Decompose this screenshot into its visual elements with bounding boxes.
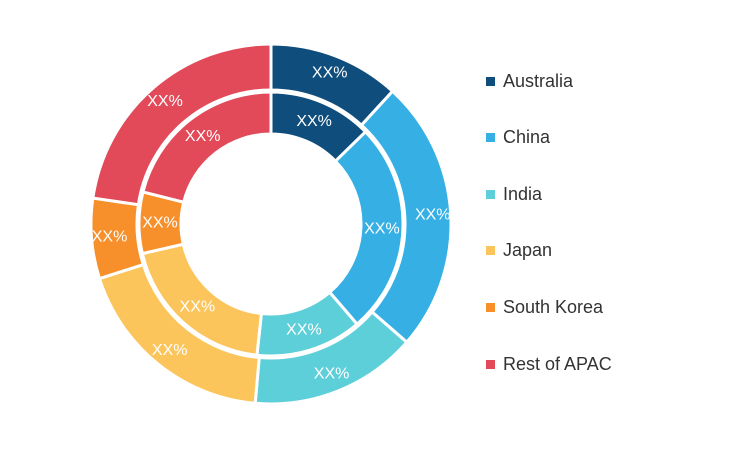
legend-item-japan: Japan	[486, 240, 552, 262]
outer-data-label-japan: XX%	[152, 342, 188, 359]
inner-data-label-india: XX%	[286, 321, 322, 338]
inner-slice-rest-of-apac	[141, 90, 273, 204]
legend-swatch-south-korea	[486, 302, 495, 312]
outer-data-label-rest-of-apac: XX%	[147, 93, 183, 110]
legend-label-south-korea: South Korea	[503, 296, 604, 317]
outer-slice-rest-of-apac	[91, 42, 273, 207]
legend-item-south-korea: South Korea	[486, 296, 603, 318]
legend-swatch-india	[486, 189, 495, 199]
outer-data-label-china: XX%	[415, 206, 451, 223]
outer-data-label-south-korea: XX%	[92, 229, 128, 246]
legend-label-rest-of-apac: Rest of APAC	[503, 353, 612, 374]
legend-swatch-china	[486, 133, 495, 143]
legend-item-rest-of-apac: Rest of APAC	[486, 353, 612, 375]
inner-data-label-china: XX%	[364, 220, 400, 237]
legend-item-india: India	[486, 183, 542, 205]
legend-label-australia: Australia	[503, 70, 574, 91]
inner-data-label-rest-of-apac: XX%	[185, 128, 221, 145]
outer-data-label-india: XX%	[314, 366, 350, 383]
legend-item-china: China	[486, 127, 550, 149]
inner-data-label-australia: XX%	[296, 113, 332, 130]
legend-label-china: China	[503, 127, 551, 148]
legend-label-japan: Japan	[503, 240, 553, 261]
inner-data-label-south-korea: XX%	[142, 214, 178, 231]
legend-swatch-rest-of-apac	[486, 359, 495, 369]
outer-data-label-australia: XX%	[312, 65, 348, 82]
inner-data-label-japan: XX%	[180, 299, 216, 316]
legend-label-india: India	[503, 183, 543, 204]
legend-item-australia: Australia	[486, 70, 573, 92]
legend-swatch-japan	[486, 246, 495, 256]
legend-swatch-australia	[486, 76, 495, 86]
